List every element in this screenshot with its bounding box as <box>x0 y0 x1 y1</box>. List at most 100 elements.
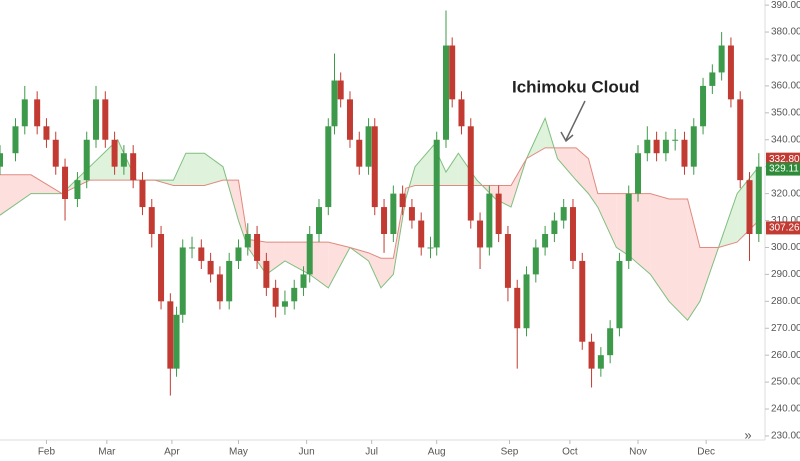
x-tick-label: Nov <box>629 447 647 458</box>
candle-body <box>207 260 214 275</box>
price-label-bg <box>766 152 800 166</box>
scroll-button[interactable]: » <box>744 427 751 442</box>
y-tick-label: 280.00 <box>771 296 800 307</box>
candle-body <box>158 234 165 302</box>
candle-body <box>346 99 353 140</box>
y-tick-label: 390.00 <box>771 0 800 11</box>
price-label: 329.11 <box>769 164 799 175</box>
candle-body <box>755 166 762 235</box>
candle-body <box>198 247 205 261</box>
candle-body <box>418 220 425 248</box>
x-tick-label: Jul <box>365 447 378 458</box>
x-tick-label: Sep <box>501 447 519 458</box>
candle-body <box>504 234 511 288</box>
candle-body <box>662 139 669 154</box>
y-tick-label: 240.00 <box>771 404 800 415</box>
candle-body <box>551 220 558 235</box>
candle-body <box>62 166 69 199</box>
candle-body <box>356 139 363 167</box>
candle-body <box>672 139 679 141</box>
candle-body <box>331 80 338 127</box>
cloud-fill <box>588 158 598 208</box>
candle-body <box>179 247 186 315</box>
candle-body <box>625 193 632 261</box>
candle-body <box>616 260 623 329</box>
candle-body <box>148 207 155 235</box>
candle-body <box>306 234 313 275</box>
candle-body <box>427 247 434 249</box>
candle-body <box>486 193 493 248</box>
cloud-fill <box>576 147 589 194</box>
cloud-fill <box>597 193 617 248</box>
y-tick-label: 340.00 <box>771 134 800 145</box>
cloud-fill <box>328 242 350 288</box>
candle-body <box>709 72 716 86</box>
candle-body <box>254 234 261 261</box>
candle-body <box>514 287 521 329</box>
candle-body <box>291 287 298 302</box>
cloud-fill <box>173 153 186 186</box>
candle-body <box>737 99 744 181</box>
candle-body <box>635 153 642 194</box>
y-tick-label: 300.00 <box>771 242 800 253</box>
candle-body <box>449 45 456 100</box>
cloud-fill <box>687 198 700 321</box>
cloud-fill <box>668 198 688 321</box>
y-tick-label: 310.00 <box>771 215 800 226</box>
candle-body <box>700 85 707 127</box>
cloud-fill <box>415 145 434 186</box>
candle-body <box>325 126 332 208</box>
y-tick-label: 270.00 <box>771 323 800 334</box>
y-tick-label: 380.00 <box>771 27 800 38</box>
candle-body <box>365 126 372 167</box>
y-tick-label: 250.00 <box>771 377 800 388</box>
candle-body <box>34 99 41 127</box>
candle-body <box>381 207 388 235</box>
candle-body <box>560 207 567 221</box>
candle-body <box>523 274 530 329</box>
candle-body <box>458 99 465 127</box>
candle-body <box>542 234 549 248</box>
annotation-arrow <box>565 100 586 141</box>
candle-body <box>532 247 539 275</box>
candle-body <box>43 126 50 140</box>
cloud-fill <box>0 174 31 216</box>
candle-body <box>495 193 502 235</box>
candle-body <box>597 355 604 369</box>
cloud-fill <box>557 147 577 181</box>
candle-body <box>607 328 614 356</box>
cloud-layer <box>0 116 760 321</box>
candle-body <box>467 126 474 221</box>
candle-body <box>244 234 251 248</box>
y-tick-label: 230.00 <box>771 431 800 442</box>
candle-body <box>727 45 734 100</box>
candle-body <box>399 193 406 208</box>
candle-body <box>272 287 279 307</box>
axis-layer: 230.00 240.00 250.00 260.00 270.00 280.00 290.… <box>38 0 800 458</box>
price-label-bg <box>766 162 800 176</box>
cloud-fill <box>309 242 329 288</box>
candle-body <box>0 153 3 167</box>
candle-body <box>690 126 697 167</box>
x-tick-label: Aug <box>428 447 446 458</box>
candle-body <box>316 207 323 235</box>
candle-body <box>189 247 196 249</box>
candle-layer <box>0 10 762 396</box>
cloud-fill <box>650 193 669 302</box>
candle-body <box>52 139 59 167</box>
x-tick-label: Jun <box>299 447 315 458</box>
cloud-fill <box>89 139 118 181</box>
y-tick-label: 360.00 <box>771 81 800 92</box>
candle-body <box>408 207 415 221</box>
candle-body <box>111 139 118 167</box>
price-label: 332.80 <box>769 154 800 165</box>
candle-body <box>579 260 586 342</box>
candle-body <box>12 126 19 154</box>
candle-body <box>83 139 90 181</box>
candle-body <box>130 153 137 181</box>
candle-body <box>588 341 595 369</box>
cloud-fill <box>445 153 459 186</box>
candle-body <box>653 139 660 154</box>
